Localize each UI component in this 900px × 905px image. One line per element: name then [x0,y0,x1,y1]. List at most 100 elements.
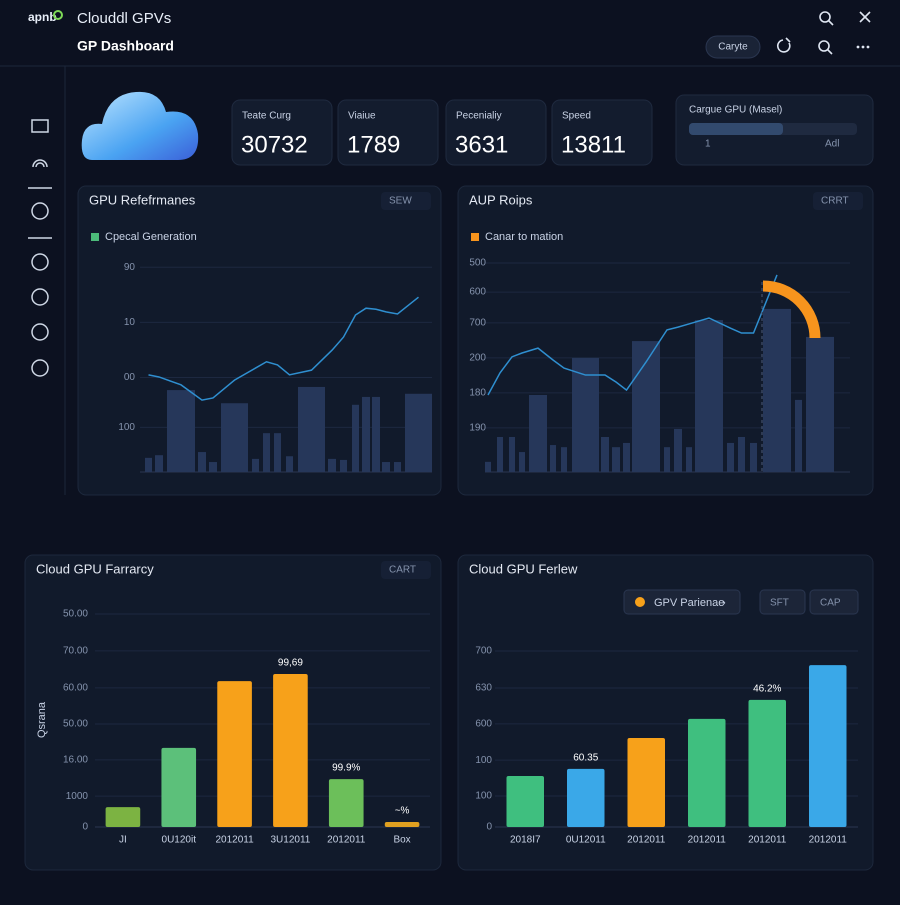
bar [612,447,620,472]
bar [274,433,281,472]
bar [362,396,370,472]
sidebar-icons [28,119,52,377]
x-tick-label: 3U12011 [270,835,310,846]
search-icon[interactable] [819,11,834,26]
bar [209,462,217,472]
bar [506,775,545,827]
bar-annotation: 99,69 [278,658,303,669]
stat-value: 3631 [455,131,508,158]
bar [509,437,515,472]
y-tick-label: 700 [475,646,492,657]
x-tick-label: 2012011 [748,835,787,846]
stat-value: 1789 [347,131,400,158]
bar [695,320,723,472]
panel-menu-label: SFT [770,598,789,609]
chevron: › [722,597,726,609]
panel-menu[interactable] [381,561,431,579]
y-tick-label: 1000 [66,791,89,802]
panel-menu[interactable] [759,589,806,615]
more-icon[interactable] [856,45,870,49]
panel-menu[interactable] [381,192,431,210]
legend-swatch [471,233,479,241]
bar [382,462,390,472]
stat-card [551,99,653,166]
bar [664,447,670,472]
panel-title: Cloud GPU Farrarcy [36,561,154,576]
y-tick-label: 600 [469,287,486,298]
button-icon [635,597,645,607]
bar [566,768,605,827]
y-axis-label: Qsrana [36,701,48,738]
x-tick-label: 2012011 [627,835,666,846]
bar [550,445,556,472]
panel-title: AUP Roips [469,192,533,207]
y-tick-label: 50.00 [63,609,88,620]
nav-icon[interactable] [31,323,49,341]
bar [167,390,195,472]
bar [221,403,248,472]
panel-title: Cloud GPU Ferlew [469,561,578,576]
slider-max: Adl [825,139,839,150]
panel-menu-label: CRRT [821,196,849,207]
bar [372,396,380,472]
y-tick-label: 100 [118,422,135,433]
bar [674,428,682,472]
nav-icon[interactable] [31,288,49,306]
panel-button[interactable] [623,589,741,615]
bar [623,442,630,472]
search-icon-2[interactable] [818,40,833,55]
stat-label: Teate Curg [242,111,291,122]
panel-menu[interactable] [813,192,863,210]
y-tick-label: 600 [475,719,492,730]
stat-label: Pecenialiy [456,111,502,122]
header-button-label: Caryte [718,42,748,53]
panel-menu-label: CART [389,565,416,576]
x-tick-label: 0U12011 [566,835,606,846]
stat-value: 30732 [241,131,308,158]
stat-card [337,99,439,166]
y-tick-label: 10 [124,317,136,328]
bar [145,457,152,472]
bar [328,458,336,472]
x-tick-label: Box [393,835,410,846]
header-button[interactable] [705,35,761,59]
bar [217,681,252,827]
nav-icon[interactable] [31,119,49,133]
refresh-icon[interactable] [776,37,791,53]
bar-annotation: ~% [395,806,410,817]
bar [405,393,432,472]
y-tick-label: 100 [475,755,492,766]
x-tick-label: 2012011 [327,835,366,846]
close-icon[interactable] [859,11,871,23]
y-tick-label: 50.00 [63,719,88,730]
y-tick-label: 500 [469,258,486,269]
x-tick-label: 0U120it [162,835,197,846]
bar [198,452,206,472]
bar [263,433,270,472]
bar [795,399,802,472]
logo: apnb [28,10,57,24]
nav-icon[interactable] [31,359,49,377]
nav-icon[interactable] [32,159,48,168]
y-tick-label: 70.00 [63,646,88,657]
panel-menu[interactable] [809,589,859,615]
slider-min: 1 [705,139,711,150]
panel-menu-label: CAP [820,598,841,609]
bar [273,673,308,827]
page-title: GP Dashboard [77,38,174,54]
gpu-card-title: Cargue GPU (Masel) [689,105,782,116]
panel-button-label: GPV Parienae [654,597,724,609]
bar-annotation: 60.35 [573,753,598,764]
bar [394,462,401,472]
bar [572,357,599,472]
bar [763,308,791,472]
nav-icon[interactable] [31,253,49,271]
x-tick-label: 2018I7 [510,835,541,846]
line [487,274,778,396]
nav-icon[interactable] [31,202,49,220]
stat-card [231,99,333,166]
y-tick-label: 180 [469,388,486,399]
y-tick-label: 0 [486,822,492,833]
bar [806,336,834,472]
cloud-illustration [81,91,199,160]
